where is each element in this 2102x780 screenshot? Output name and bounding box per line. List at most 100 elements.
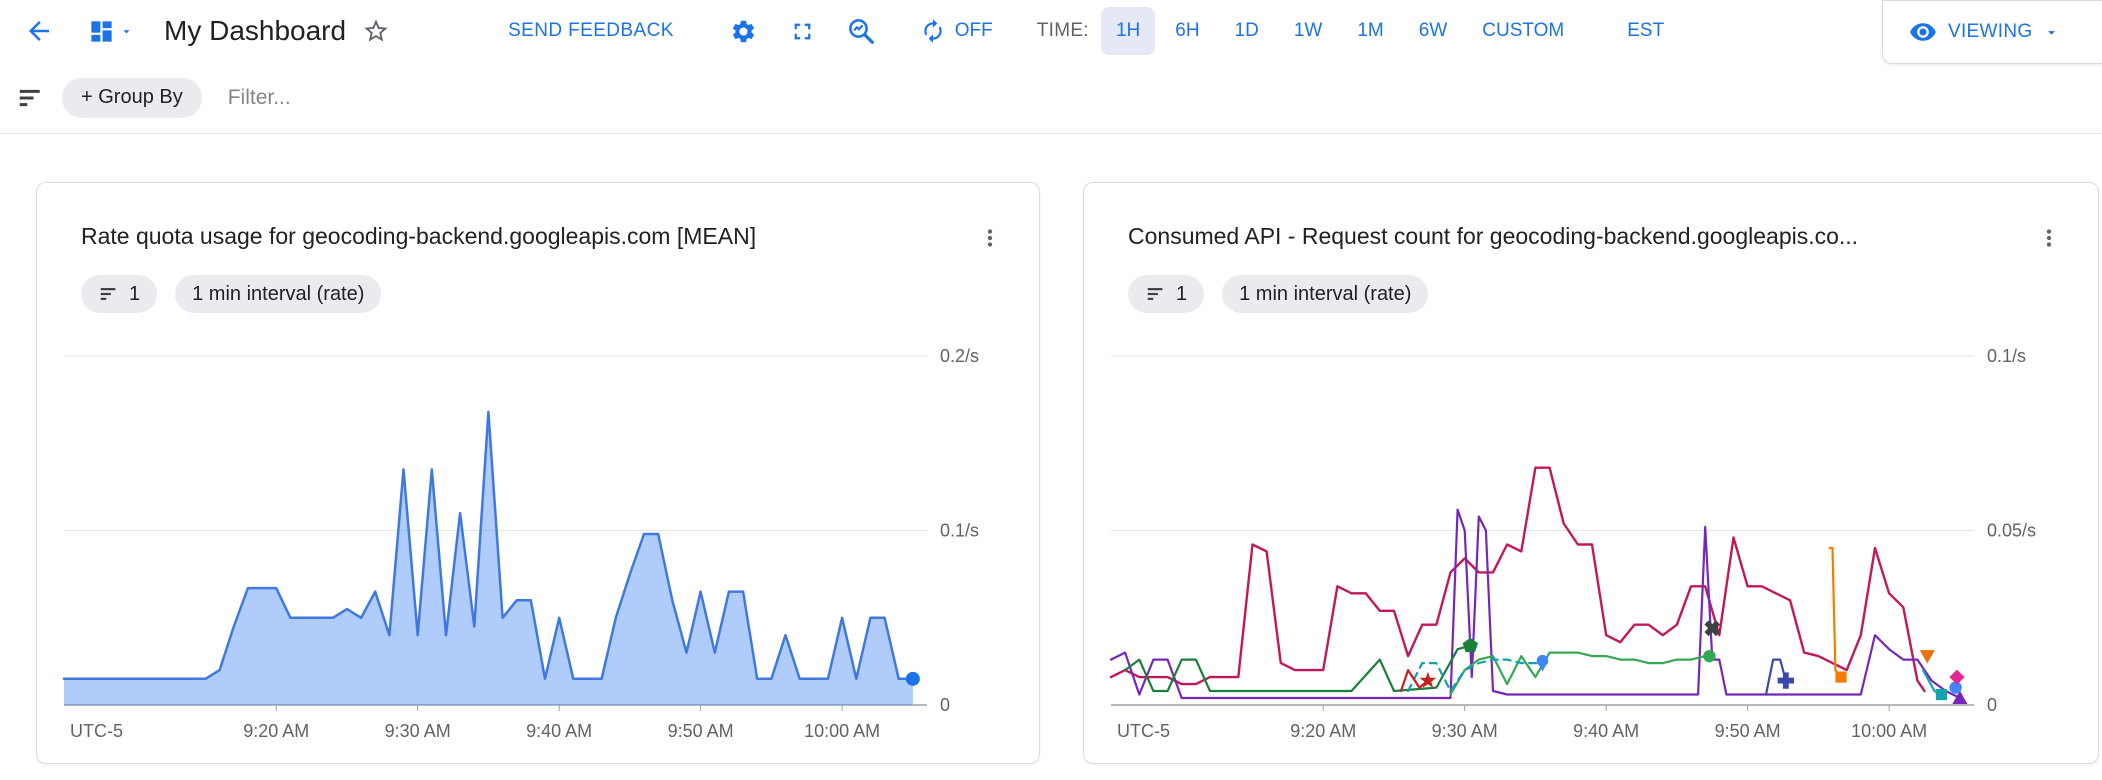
consumed-api-chart: 0.1/s 0.05/s 0 UTC-5 9:20 AM 9:30 AM 9:40 AM 9:… (1109, 346, 2036, 741)
series-marker-circle (1949, 681, 1962, 694)
zoom-chart-icon (848, 19, 874, 44)
dashboard-selector[interactable] (82, 12, 140, 51)
series-marker-triangle-up (1952, 690, 1968, 704)
app-root: My Dashboard SEND FEEDBACK OFF TIME: 1H 6… (0, 0, 2102, 764)
series-marker-pentagon (1462, 637, 1478, 653)
page-title: My Dashboard (164, 15, 347, 46)
filter-count-label: 1 (1176, 282, 1188, 305)
star-icon (364, 19, 388, 42)
series-line-rate_quota_mean (62, 410, 915, 681)
interval-chip[interactable]: 1 min interval (rate) (1222, 275, 1429, 313)
group-by-label: + Group By (81, 86, 183, 108)
series-line-series-green (1449, 651, 1711, 696)
y-axis-label: 0.2/s (940, 346, 979, 366)
series-area (64, 411, 913, 705)
time-range-1h[interactable]: 1H (1100, 7, 1156, 55)
auto-refresh-toggle[interactable]: OFF (914, 17, 999, 45)
settings-button[interactable] (724, 12, 763, 51)
x-axis-label: 9:50 AM (668, 721, 734, 741)
x-axis-label: 10:00 AM (1851, 721, 1927, 741)
chart-chips: 1 1 min interval (rate) (81, 275, 1039, 313)
chart-chips: 1 1 min interval (rate) (1128, 275, 2098, 313)
card-menu-button[interactable] (971, 219, 1009, 260)
chevron-down-icon (123, 29, 130, 33)
filter-icon (1147, 288, 1163, 300)
x-axis-label: UTC-5 (70, 721, 123, 741)
y-axis-label: 0.05/s (1987, 521, 2036, 541)
chart-title: Rate quota usage for geocoding-backend.g… (81, 223, 757, 249)
back-arrow-icon (29, 21, 49, 41)
more-vert-icon (987, 229, 993, 247)
series-line-series-dark-green (1123, 644, 1472, 693)
viewing-dropdown[interactable]: VIEWING (1882, 0, 2102, 64)
interval-chip[interactable]: 1 min interval (rate) (175, 275, 382, 313)
x-axis-label: 9:30 AM (1432, 721, 1498, 741)
time-range-6w[interactable]: 6W (1404, 7, 1463, 55)
y-axis-label: 0 (1987, 695, 1997, 715)
y-axis-label: 0 (940, 695, 950, 715)
interval-label: 1 min interval (rate) (1239, 282, 1412, 305)
x-axis-label: 9:30 AM (385, 721, 451, 741)
star-button[interactable] (356, 11, 396, 51)
back-button[interactable] (18, 10, 60, 52)
card-menu-button[interactable] (2030, 219, 2068, 260)
interval-label: 1 min interval (rate) (192, 282, 365, 305)
timezone-button[interactable]: EST (1621, 19, 1670, 43)
series-marker-square (1935, 688, 1948, 701)
series-line-series-red (1399, 669, 1429, 693)
series-marker-drop (1536, 654, 1549, 672)
filter-icon (100, 288, 116, 300)
time-range-group: 1H 6H 1D 1W 1M 6W CUSTOM (1100, 7, 1579, 55)
chart-card-consumed-api: Consumed API - Request count for geocodi… (1083, 182, 2099, 764)
time-range-custom[interactable]: CUSTOM (1467, 7, 1579, 55)
x-axis-label: 9:20 AM (1290, 721, 1356, 741)
send-feedback-link[interactable]: SEND FEEDBACK (508, 20, 674, 41)
filter-count-chip[interactable]: 1 (81, 275, 158, 313)
series-line-series-purple (1109, 508, 1962, 700)
viewing-label: VIEWING (1948, 21, 2033, 42)
series-marker-diamond (1949, 669, 1965, 685)
series-marker-plus (1777, 672, 1795, 689)
eye-icon (1910, 23, 1936, 41)
dashboard-icon (91, 20, 112, 42)
rate-quota-chart: 0.2/s 0.1/s 0 UTC-5 9:20 AM 9:30 AM 9:40 AM 9:5… (62, 346, 979, 741)
x-axis-label: UTC-5 (1117, 721, 1170, 741)
x-axis-label: 10:00 AM (804, 721, 880, 741)
zoom-chart-button[interactable] (840, 10, 882, 52)
series-marker-triangle-down (1919, 650, 1935, 664)
series-line-series-navy (1764, 658, 1787, 696)
filter-list-button[interactable] (10, 77, 52, 119)
filter-input[interactable] (225, 84, 726, 111)
x-axis-label: 9:50 AM (1715, 721, 1781, 741)
gear-icon (732, 20, 754, 42)
chevron-down-icon (2048, 30, 2056, 35)
x-axis-label: 9:40 AM (1573, 721, 1639, 741)
chart-card-rate-quota: Rate quota usage for geocoding-backend.g… (36, 182, 1040, 764)
time-range-1d[interactable]: 1D (1220, 7, 1274, 55)
filter-bar: + Group By (0, 62, 2102, 134)
series-marker-square (1835, 671, 1847, 683)
group-by-chip[interactable]: + Group By (62, 77, 202, 118)
filter-count-label: 1 (129, 282, 141, 305)
time-range-6h[interactable]: 6H (1160, 7, 1214, 55)
x-axis-label: 9:40 AM (526, 721, 592, 741)
chart-title: Consumed API - Request count for geocodi… (1128, 223, 1859, 249)
top-toolbar: My Dashboard SEND FEEDBACK OFF TIME: 1H 6… (0, 0, 2102, 64)
dashboard-grid: Rate quota usage for geocoding-backend.g… (0, 134, 2102, 764)
refresh-state-label: OFF (954, 20, 993, 41)
time-range-1m[interactable]: 1M (1342, 7, 1398, 55)
time-label: TIME: (1036, 20, 1089, 41)
series-marker-x (1704, 620, 1721, 637)
series-line-series-magenta (1109, 466, 1926, 693)
filter-list-icon (19, 89, 40, 106)
series-line-series-orange (1828, 546, 1843, 679)
fullscreen-button[interactable] (783, 12, 822, 51)
series-marker-star (1419, 671, 1437, 688)
series-line-series-teal-dashed (1407, 658, 1544, 693)
x-axis-label: 9:20 AM (243, 721, 309, 741)
refresh-icon (924, 19, 942, 43)
time-range-1w[interactable]: 1W (1279, 7, 1338, 55)
more-vert-icon (2046, 229, 2052, 247)
filter-count-chip[interactable]: 1 (1128, 275, 1205, 313)
series-end-dot (905, 671, 920, 686)
